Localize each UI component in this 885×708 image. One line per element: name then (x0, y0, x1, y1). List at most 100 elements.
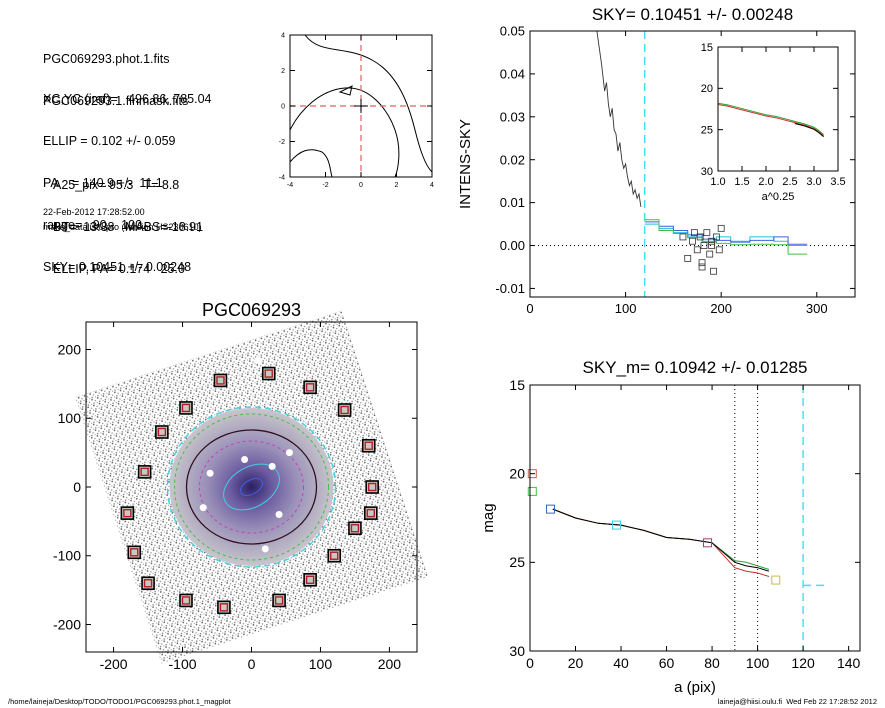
sky-sample-square (679, 233, 687, 241)
x-tick-label: 1.0 (710, 176, 725, 188)
sky-sample-square (689, 237, 696, 245)
sky-box-marker-inner (274, 596, 284, 605)
sky-box-marker (327, 548, 342, 563)
info-block-a: PGC069293.phot.1.fits PGC069293.1.finmas… (43, 24, 188, 122)
y-tick-label: -100 (53, 548, 81, 564)
x-tick-label: 140 (837, 655, 861, 671)
inset-curve (717, 104, 824, 137)
footer-path: /home/laineja/Desktop/TODO/TODO1/PGC0692… (8, 697, 231, 706)
x-tick-label: 0 (526, 301, 533, 316)
masked-star (241, 456, 249, 463)
x-tick-label: -200 (100, 656, 128, 672)
sky-sample-square (706, 250, 714, 258)
sky-box-marker-inner (123, 508, 132, 518)
x-tick-label: 200 (378, 656, 402, 672)
y-tick-label: 100 (58, 410, 82, 426)
mag-marker-square (527, 469, 537, 479)
isophote-ellipse (174, 413, 329, 561)
masked-star (261, 545, 269, 553)
y-tick-label: 0.01 (500, 195, 525, 210)
sky-box-marker-inner (264, 369, 273, 378)
sky-sample-square (693, 246, 701, 254)
sky-box-marker-inner (366, 508, 375, 518)
chart-title: SKY= 0.10451 +/- 0.00248 (592, 5, 793, 24)
y-axis-label: mag (480, 503, 497, 532)
y-tick-label: 20 (509, 466, 525, 482)
info-program: make_datalist0.pro (version HS230610) (43, 222, 202, 232)
info-line: BT= 13.38 MABS=-18.91 (53, 220, 204, 234)
sky-sample-square (698, 263, 706, 271)
y-tick-label: -0.01 (495, 281, 525, 296)
x-tick-label: 200 (710, 301, 732, 316)
sky-box-marker-inner (181, 596, 191, 605)
masked-star (254, 356, 262, 364)
x-tick-label: 0 (248, 656, 256, 672)
info-line: A25_pix= 95.3 T= 8.8 (53, 178, 180, 192)
intensity-curve (596, 31, 642, 207)
isophote-ellipse (185, 429, 318, 545)
sky-box-marker (361, 438, 376, 453)
footer-user: laineja@hiisi.oulu.fi Wed Feb 22 17:28:5… (717, 697, 877, 706)
sky-sample-square (715, 246, 723, 254)
masked-star (199, 504, 207, 512)
sky-box-marker-inner (330, 551, 339, 560)
x-tick-label: 2.0 (758, 176, 773, 188)
mag-marker-square (771, 575, 781, 585)
sky-box-marker-inner (305, 383, 315, 392)
galaxy-image-panel: PGC069293 -200 -100 0 100 200 -200 -100 0 100 200 (53, 300, 428, 672)
mag-marker-square (703, 538, 713, 548)
plot-frame (717, 46, 839, 172)
y-tick-label: 30 (701, 166, 713, 178)
contour-line (289, 149, 333, 178)
x-tick-label: 4 (430, 182, 434, 189)
sky-box-marker-inner (219, 603, 229, 612)
sky-box-marker-inner (340, 405, 349, 415)
y-tick-label: 0.03 (500, 109, 525, 124)
info-line: ELLIP, PA= 0.174 25.0 (53, 262, 185, 276)
info-line: XC,YC (iraf)= 496.86, 785.04 (43, 92, 212, 106)
x-tick-label: 3.5 (830, 176, 845, 188)
sky-box-marker-inner (367, 482, 377, 492)
sky-sample-square (710, 267, 717, 275)
x-tick-label: 100 (615, 301, 637, 316)
y-tick-label: 0 (73, 479, 81, 495)
y-tick-label: 0.04 (500, 66, 525, 81)
sky-box-marker-inner (130, 548, 139, 557)
inset-curve (717, 102, 824, 135)
y-tick-label: -2 (279, 139, 285, 146)
mag-profile-line (552, 508, 770, 570)
isophote-ellipse (199, 440, 304, 534)
info-block-c: A25_pix= 95.3 T= 8.8 BT= 13.38 MABS=-18.… (53, 150, 203, 290)
masked-star (285, 449, 293, 457)
sky-sample-square (691, 229, 698, 237)
inset-curve (794, 123, 824, 138)
sky-box-marker-inner (181, 403, 191, 413)
x-tick-label: -2 (322, 182, 328, 189)
x-tick-label: 300 (806, 301, 828, 316)
sky-box-marker-inner (216, 376, 225, 385)
isophote-ellipse (240, 477, 263, 497)
inset-background (718, 47, 838, 171)
x-tick-label: 100 (309, 656, 333, 672)
mag-profile-line (552, 508, 770, 577)
info-line: ELLIP = 0.102 +/- 0.059 (43, 134, 176, 148)
x-tick-label: -4 (287, 182, 293, 189)
y-tick-label: 20 (701, 83, 713, 95)
y-tick-label: 2 (281, 68, 285, 75)
sky-step-line (644, 219, 808, 255)
sky-sample-square (717, 224, 725, 232)
chart-title: PGC069293 (202, 300, 301, 320)
sky-box-marker (363, 506, 378, 520)
isophote-ellipse (223, 463, 280, 511)
x-tick-label: 100 (746, 655, 770, 671)
mag-marker-square (527, 486, 537, 496)
x-tick-label: 2.5 (782, 176, 797, 188)
contour-line (338, 85, 353, 96)
chart-title: SKY_m= 0.10942 +/- 0.01285 (583, 358, 808, 377)
mag-profile-panel: SKY_m= 0.10942 +/- 0.01285 mag a (pix) 0 20 4… (480, 358, 861, 696)
sky-sample-square (703, 229, 711, 237)
sky-box-marker-inner (364, 441, 373, 450)
x-tick-label: 1.5 (734, 176, 749, 188)
x-axis-label: a (pix) (674, 679, 716, 696)
isophote-ellipse (166, 406, 337, 568)
